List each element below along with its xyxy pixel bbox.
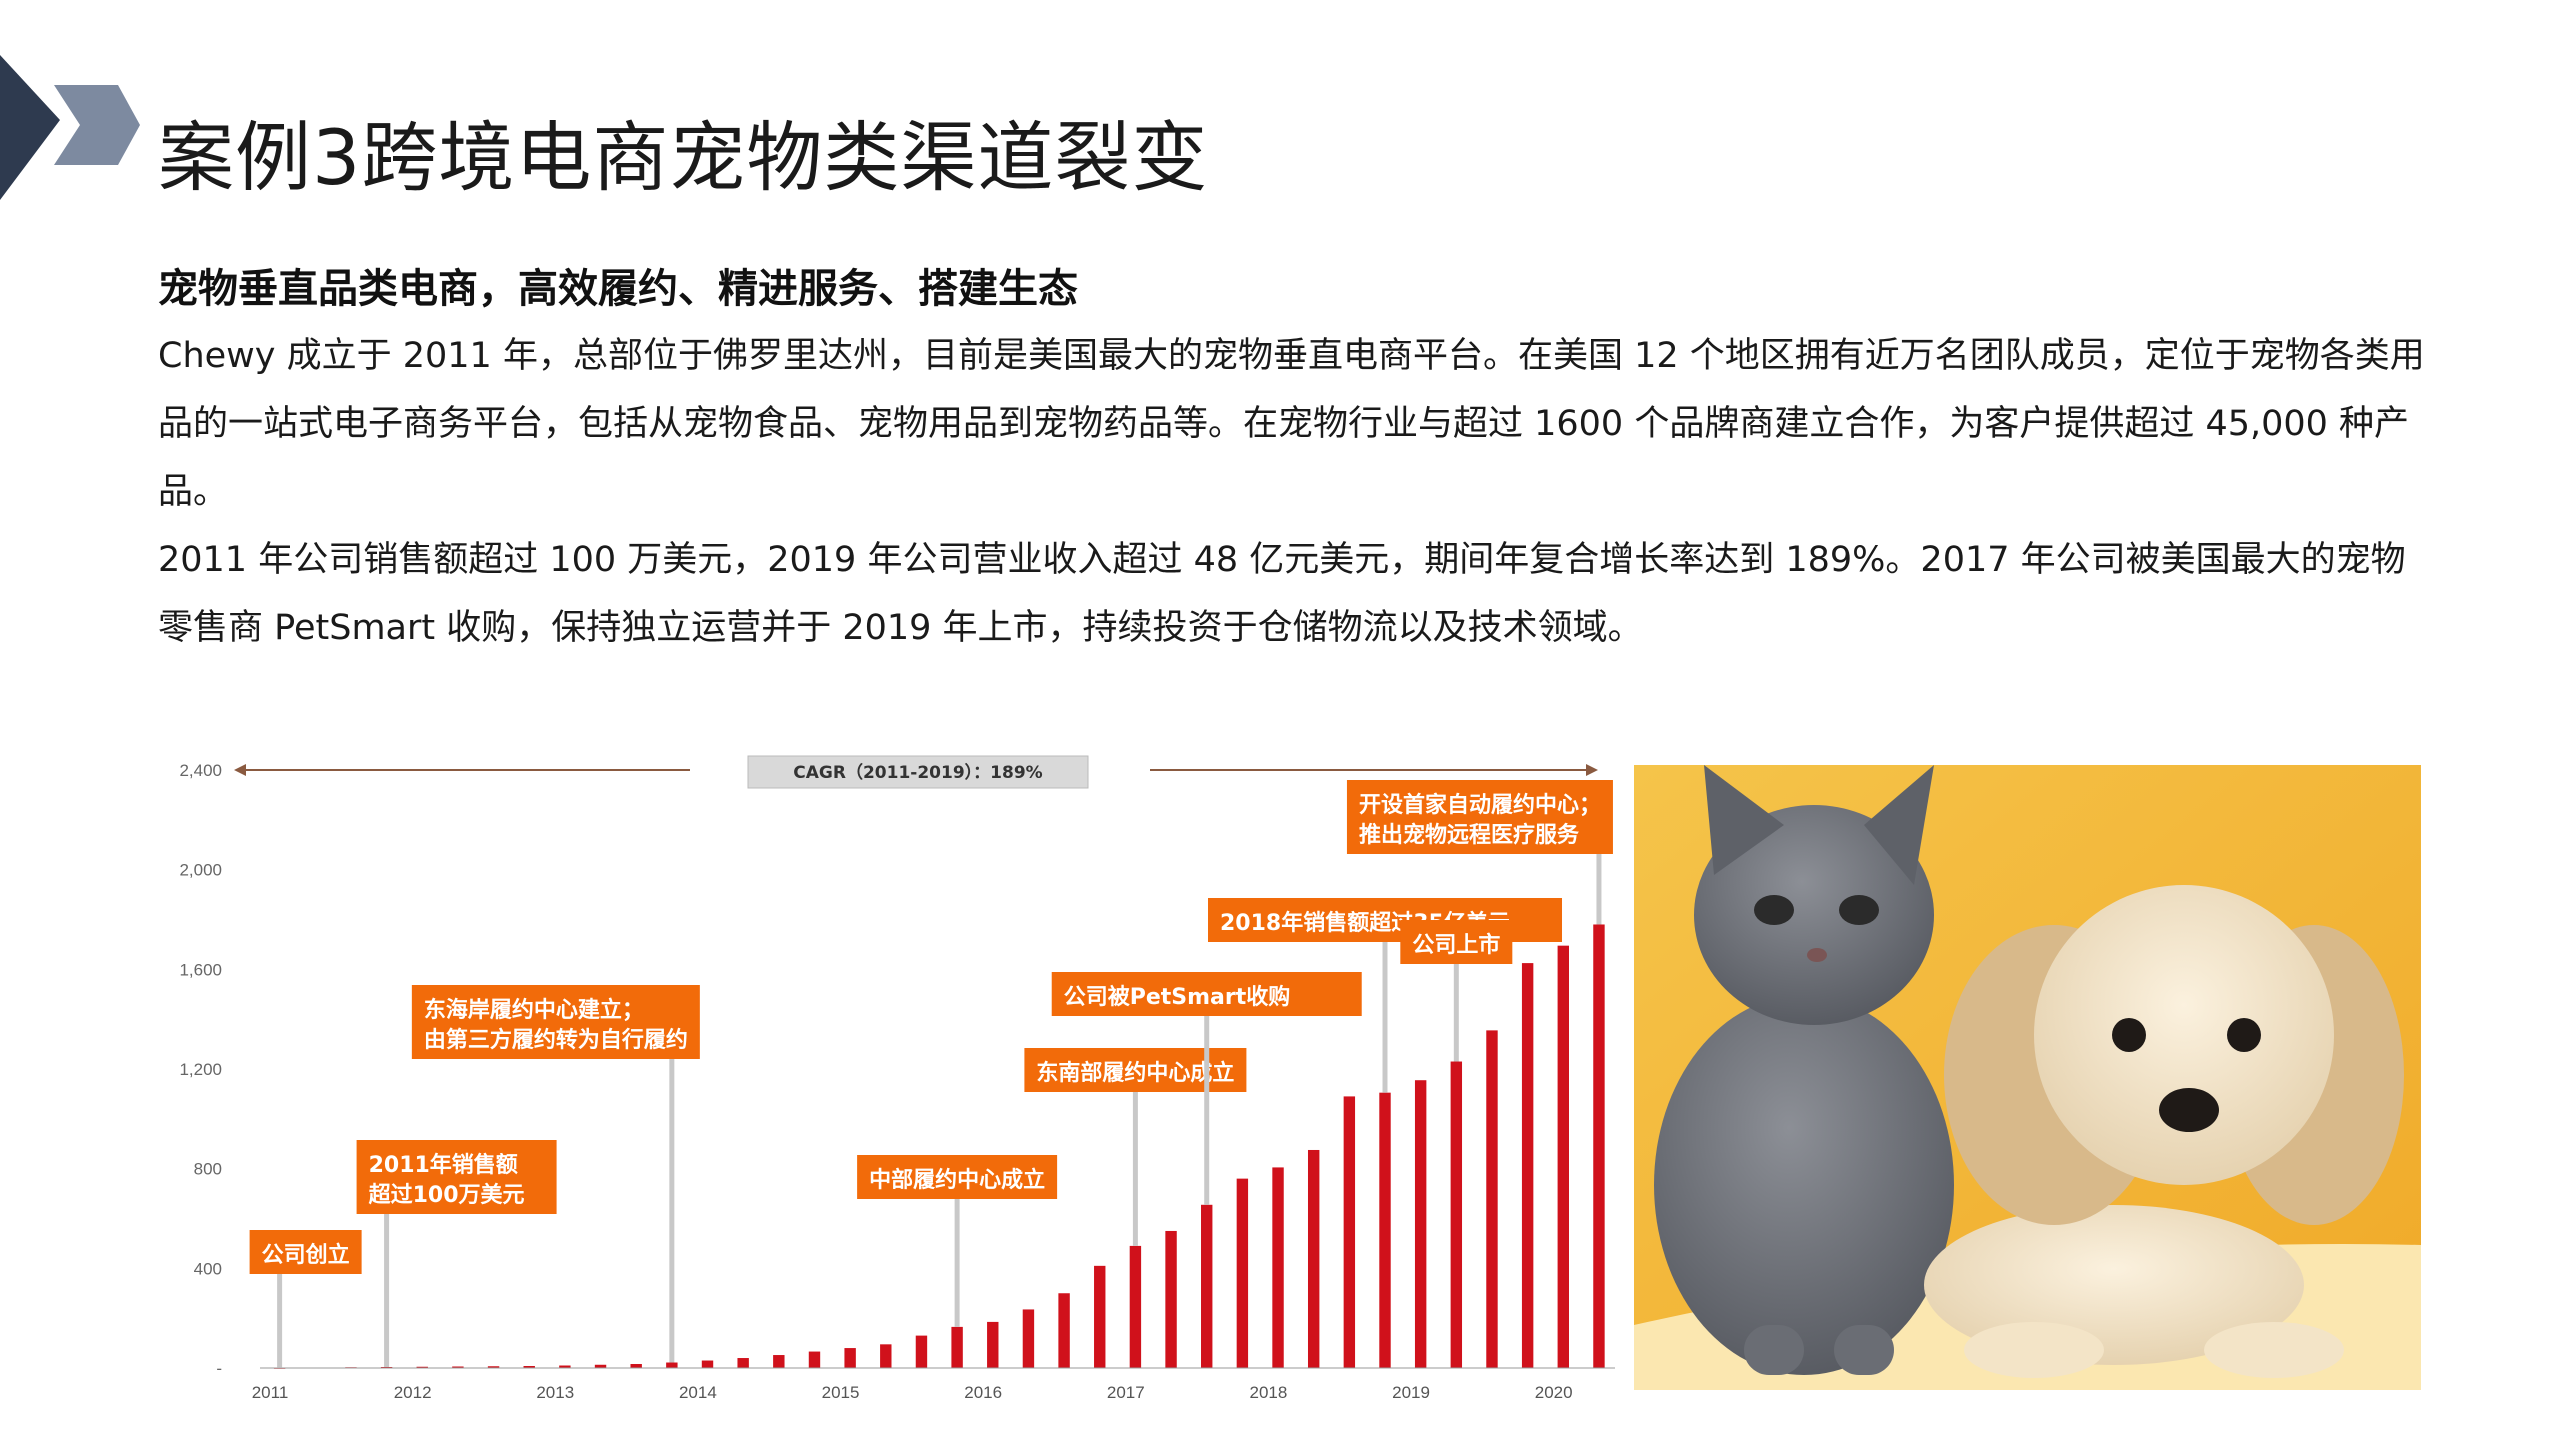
bar [1307,1149,1320,1368]
y-tick-label: 2,400 [179,761,222,780]
bar [1272,1167,1284,1368]
bar [594,1364,607,1368]
bar [1593,924,1605,1368]
callout-box [356,1140,557,1214]
callout-box [1346,780,1613,854]
callout-label: 公司上市 [1412,932,1500,958]
chevron-decoration-icon [0,55,140,200]
bar [1343,1096,1356,1368]
callout-box [1051,972,1362,1016]
x-tick-label: 2019 [1392,1383,1430,1402]
bar [1165,1230,1177,1368]
bar [987,1321,999,1368]
callout-label: 东海岸履约中心建立； [424,997,644,1023]
callout-box [1400,920,1513,964]
x-tick-label: 2015 [822,1383,860,1402]
x-tick-label: 2013 [536,1383,574,1402]
callout-label: 公司被PetSmart收购 [1064,984,1291,1010]
y-tick-label: 2,000 [179,861,222,880]
bar [1058,1293,1070,1368]
bar [808,1351,821,1368]
callout-label: 推出宠物远程医疗服务 [1359,822,1580,848]
puppy-icon [1924,885,2404,1378]
cagr-label: CAGR（2011-2019）：189% [793,762,1042,783]
x-tick-label: 2014 [679,1383,717,1402]
callout-label: 超过100万美元 [369,1182,525,1208]
callout-label: 2011年销售额 [369,1152,518,1178]
bar [666,1362,678,1368]
bar [915,1335,928,1368]
x-tick-label: 2020 [1535,1383,1573,1402]
paragraph-growth: 2011 年公司销售额超过 100 万美元，2019 年公司营业收入超过 48 … [158,540,2406,648]
bar [452,1366,464,1368]
bar [737,1358,749,1368]
callout-box [1024,1048,1247,1092]
bar [1486,1030,1498,1368]
callout-label: 由第三方履约转为自行履约 [424,1027,688,1053]
y-tick-label: - [216,1359,222,1378]
callout-label: 公司创立 [262,1242,350,1268]
x-tick-label: 2011 [252,1383,289,1402]
bar [487,1366,500,1368]
body-text: Chewy 成立于 2011 年，总部位于佛罗里达州，目前是美国最大的宠物垂直电… [158,322,2438,662]
bar [630,1364,642,1368]
bar [701,1360,714,1368]
callout-label: 中部履约中心成立 [869,1167,1045,1193]
x-tick-label: 2012 [394,1383,432,1402]
bar [1236,1178,1249,1368]
x-tick-label: 2016 [964,1383,1002,1402]
bar [1450,1061,1463,1368]
bar [1379,1092,1391,1368]
kitten-icon [1654,765,1954,1375]
bar [1129,1245,1142,1368]
callout-box [411,985,700,1059]
revenue-timeline-chart: 2,400 2,000 1,600 1,200 800 400 - CAGR（2011-201… [179,755,1615,1402]
bar [880,1344,892,1368]
bar [559,1365,571,1368]
bar [1022,1309,1035,1368]
y-tick-label: 1,600 [179,960,222,979]
callout-box [249,1230,362,1274]
bar [773,1355,785,1368]
paragraph-company-intro: Chewy 成立于 2011 年，总部位于佛罗里达州，目前是美国最大的宠物垂直电… [158,336,2425,512]
cagr-arrow-right-head [1586,764,1598,776]
page-title: 案例3跨境电商宠物类渠道裂变 [158,113,1209,202]
bar [523,1366,535,1368]
y-tick-label: 1,200 [179,1060,222,1079]
bar [1094,1265,1106,1368]
bar [1414,1080,1427,1368]
bar [1201,1204,1213,1368]
bar [1557,945,1570,1368]
y-tick-label: 800 [194,1160,222,1179]
callout-label: 开设首家自动履约中心； [1359,792,1601,818]
cagr-box [747,755,1089,789]
bar [1521,963,1534,1368]
bar [416,1366,428,1368]
callout-box [857,1155,1058,1199]
kitten-and-puppy-photo [1634,765,2421,1390]
y-tick-label: 400 [194,1259,222,1278]
x-tick-label: 2018 [1250,1383,1288,1402]
section-subtitle: 宠物垂直品类电商，高效履约、精进服务、搭建生态 [158,266,1078,312]
callout-label: 东南部履约中心成立 [1036,1060,1234,1086]
x-tick-label: 2017 [1107,1383,1145,1402]
cagr-arrow-left-head [234,764,246,776]
bar [951,1326,963,1368]
bar [844,1348,856,1368]
